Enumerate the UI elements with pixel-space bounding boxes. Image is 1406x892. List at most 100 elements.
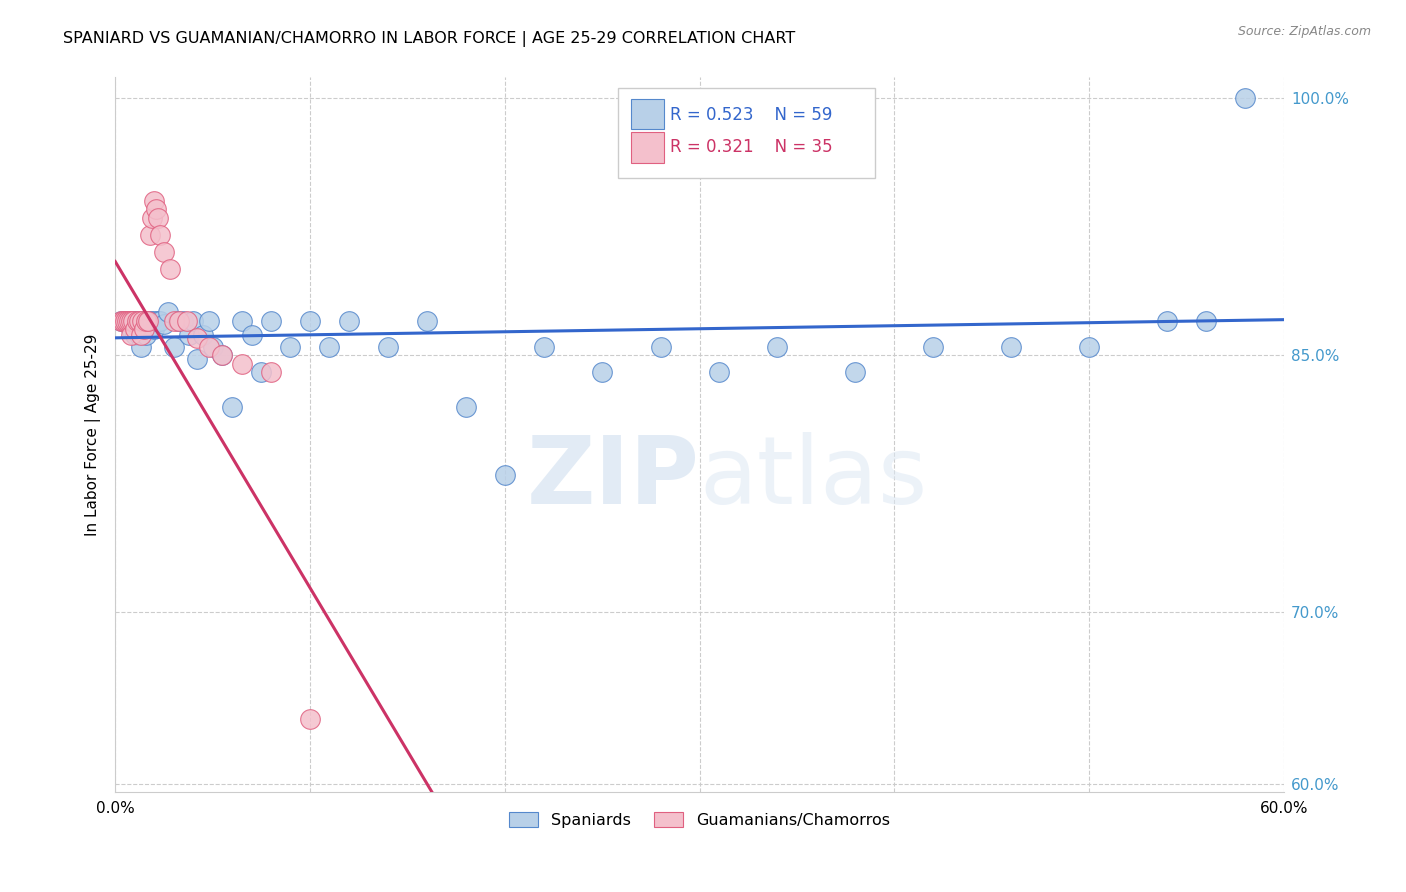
Point — [1078, 340, 1101, 354]
Point — [766, 340, 789, 354]
Point — [129, 340, 152, 354]
Point — [125, 314, 148, 328]
Point — [145, 202, 167, 217]
Point — [166, 314, 188, 328]
Point — [707, 365, 730, 379]
Point — [298, 712, 321, 726]
Text: R = 0.321    N = 35: R = 0.321 N = 35 — [671, 138, 832, 156]
Point — [114, 314, 136, 328]
Point — [134, 322, 156, 336]
Text: ZIP: ZIP — [527, 432, 700, 524]
Point — [591, 365, 613, 379]
Point — [125, 314, 148, 328]
Point — [124, 327, 146, 342]
Point — [201, 340, 224, 354]
Point — [186, 351, 208, 366]
FancyBboxPatch shape — [617, 88, 875, 178]
Point — [143, 322, 166, 336]
Point — [922, 340, 945, 354]
Point — [186, 331, 208, 345]
Point — [120, 314, 142, 328]
Point — [197, 314, 219, 328]
Point — [494, 468, 516, 483]
Point — [153, 318, 176, 332]
Point — [115, 314, 138, 328]
Point — [136, 314, 159, 328]
Point — [135, 327, 157, 342]
Point — [131, 314, 153, 328]
Point — [650, 340, 672, 354]
Point — [131, 314, 153, 328]
Point — [172, 314, 194, 328]
Point — [118, 314, 141, 328]
Point — [118, 314, 141, 328]
Point — [111, 314, 134, 328]
Text: Source: ZipAtlas.com: Source: ZipAtlas.com — [1237, 25, 1371, 38]
Point — [250, 365, 273, 379]
Point — [135, 314, 157, 328]
Point — [162, 340, 184, 354]
Point — [134, 314, 156, 328]
Point — [129, 327, 152, 342]
Point — [454, 400, 477, 414]
Point — [159, 262, 181, 277]
Point — [179, 327, 201, 342]
Point — [280, 340, 302, 354]
FancyBboxPatch shape — [630, 99, 665, 129]
Point — [128, 314, 150, 328]
Point — [1233, 91, 1256, 105]
Point — [231, 314, 253, 328]
Point — [156, 305, 179, 319]
Point — [240, 327, 263, 342]
Text: atlas: atlas — [700, 432, 928, 524]
Point — [1195, 314, 1218, 328]
Point — [337, 314, 360, 328]
Point — [146, 314, 169, 328]
Point — [844, 365, 866, 379]
Point — [260, 314, 283, 328]
Point — [120, 327, 142, 342]
Point — [141, 211, 163, 225]
Y-axis label: In Labor Force | Age 25-29: In Labor Force | Age 25-29 — [86, 334, 101, 536]
Point — [221, 400, 243, 414]
Point — [141, 314, 163, 328]
Point — [115, 314, 138, 328]
Point — [121, 314, 143, 328]
Point — [357, 852, 380, 866]
Point — [169, 314, 191, 328]
Point — [136, 314, 159, 328]
Point — [110, 314, 132, 328]
Point — [298, 314, 321, 328]
Point — [114, 314, 136, 328]
Text: R = 0.523    N = 59: R = 0.523 N = 59 — [671, 105, 832, 124]
Point — [139, 314, 162, 328]
Point — [416, 314, 439, 328]
Point — [377, 340, 399, 354]
Point — [110, 314, 132, 328]
Point — [134, 318, 156, 332]
Point — [211, 348, 233, 362]
Point — [139, 228, 162, 243]
Point — [120, 322, 142, 336]
Point — [1156, 314, 1178, 328]
Legend: Spaniards, Guamanians/Chamorros: Spaniards, Guamanians/Chamorros — [503, 805, 897, 834]
Point — [1000, 340, 1022, 354]
FancyBboxPatch shape — [630, 133, 665, 162]
Point — [146, 211, 169, 225]
Point — [121, 314, 143, 328]
Point — [191, 327, 214, 342]
Point — [318, 340, 340, 354]
Point — [124, 314, 146, 328]
Point — [176, 314, 198, 328]
Point — [260, 365, 283, 379]
Text: SPANIARD VS GUAMANIAN/CHAMORRO IN LABOR FORCE | AGE 25-29 CORRELATION CHART: SPANIARD VS GUAMANIAN/CHAMORRO IN LABOR … — [63, 31, 796, 47]
Point — [181, 314, 204, 328]
Point — [231, 357, 253, 371]
Point — [153, 245, 176, 260]
Point — [197, 340, 219, 354]
Point — [533, 340, 555, 354]
Point — [162, 314, 184, 328]
Point — [143, 194, 166, 208]
Point — [124, 322, 146, 336]
Point — [211, 348, 233, 362]
